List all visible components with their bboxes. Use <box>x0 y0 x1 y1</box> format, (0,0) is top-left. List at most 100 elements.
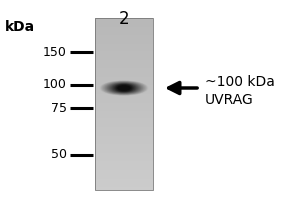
Bar <box>95 187 153 189</box>
Ellipse shape <box>104 82 144 94</box>
Bar <box>95 171 153 173</box>
Bar <box>95 41 153 42</box>
Bar <box>95 65 153 67</box>
Bar <box>95 123 153 124</box>
Ellipse shape <box>108 83 140 93</box>
Bar <box>95 120 153 121</box>
Bar <box>95 126 153 127</box>
Ellipse shape <box>106 83 142 93</box>
Text: 150: 150 <box>43 46 67 58</box>
Bar <box>95 111 153 113</box>
Ellipse shape <box>103 82 145 94</box>
Bar <box>95 22 153 24</box>
Bar <box>95 18 153 19</box>
Bar <box>95 179 153 180</box>
Bar <box>95 32 153 34</box>
Bar <box>95 50 153 51</box>
Bar <box>95 54 153 55</box>
Bar <box>95 170 153 171</box>
Bar <box>95 153 153 154</box>
Bar <box>95 70 153 71</box>
Bar <box>95 124 153 126</box>
Bar <box>95 51 153 52</box>
Bar <box>95 131 153 133</box>
Bar <box>95 180 153 181</box>
Bar <box>95 78 153 80</box>
Bar <box>95 75 153 77</box>
Bar <box>95 104 153 105</box>
Bar <box>95 72 153 74</box>
Ellipse shape <box>103 82 145 94</box>
Bar <box>95 71 153 72</box>
Bar <box>95 105 153 107</box>
Bar <box>95 157 153 158</box>
Ellipse shape <box>109 83 139 93</box>
Ellipse shape <box>107 83 140 93</box>
Ellipse shape <box>117 85 131 91</box>
Bar <box>95 37 153 38</box>
Bar <box>95 127 153 128</box>
Bar <box>95 161 153 163</box>
Bar <box>95 130 153 131</box>
Bar <box>95 160 153 161</box>
Bar <box>95 64 153 65</box>
Text: 2: 2 <box>119 10 129 28</box>
Bar <box>95 94 153 95</box>
Bar <box>95 47 153 48</box>
Bar <box>95 166 153 167</box>
Bar <box>95 61 153 62</box>
Bar <box>95 93 153 94</box>
Bar <box>95 184 153 186</box>
Text: UVRAG: UVRAG <box>205 93 254 107</box>
Bar <box>95 121 153 123</box>
Text: kDa: kDa <box>5 20 35 34</box>
Bar <box>95 110 153 111</box>
Text: 100: 100 <box>43 78 67 92</box>
Bar <box>95 146 153 147</box>
Bar <box>95 141 153 143</box>
Bar <box>95 35 153 37</box>
Bar <box>95 137 153 138</box>
Bar <box>95 173 153 174</box>
Bar <box>95 101 153 103</box>
Bar <box>95 77 153 78</box>
Bar <box>95 167 153 168</box>
Bar <box>95 134 153 136</box>
Ellipse shape <box>118 86 130 90</box>
Ellipse shape <box>107 83 141 93</box>
Text: ~100 kDa: ~100 kDa <box>205 75 275 89</box>
Bar <box>95 117 153 118</box>
Bar <box>95 108 153 110</box>
Bar <box>95 55 153 57</box>
Bar <box>95 48 153 50</box>
Bar <box>95 24 153 25</box>
Bar <box>95 140 153 141</box>
Bar <box>95 84 153 85</box>
Ellipse shape <box>101 81 147 95</box>
Bar <box>95 29 153 31</box>
Bar <box>95 151 153 153</box>
Bar <box>95 44 153 45</box>
Bar <box>95 144 153 146</box>
Bar <box>95 183 153 184</box>
Bar <box>95 87 153 88</box>
Bar <box>95 97 153 98</box>
Bar <box>95 114 153 115</box>
Ellipse shape <box>102 82 146 94</box>
Bar <box>95 186 153 187</box>
Ellipse shape <box>105 82 143 94</box>
Bar <box>95 118 153 120</box>
Bar <box>95 181 153 183</box>
Text: 75: 75 <box>51 102 67 114</box>
Bar <box>95 21 153 22</box>
Bar <box>95 60 153 61</box>
Bar <box>95 156 153 157</box>
Bar <box>95 88 153 90</box>
Ellipse shape <box>105 82 143 94</box>
Bar <box>95 158 153 160</box>
Bar <box>95 18 153 190</box>
Bar <box>95 113 153 114</box>
Bar <box>95 147 153 148</box>
Bar <box>95 34 153 35</box>
Text: 50: 50 <box>51 148 67 162</box>
